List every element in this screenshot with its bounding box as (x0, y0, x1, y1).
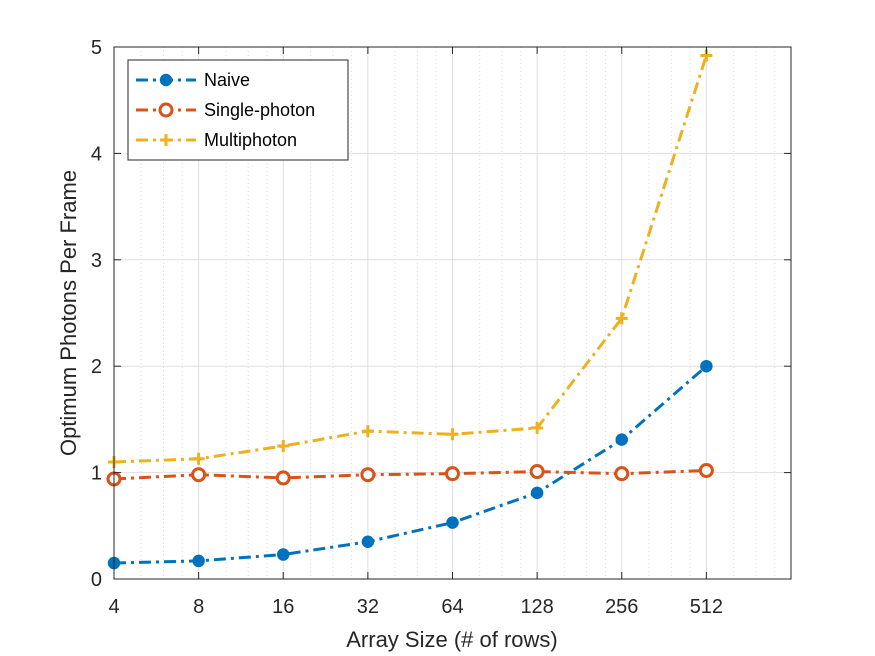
x-tick-label: 512 (690, 596, 723, 618)
multiphoton-point (277, 440, 290, 452)
legend-label: Naive (204, 70, 250, 90)
single-photon-point (614, 466, 630, 482)
single-photon-point (445, 466, 460, 482)
legend-label: Multiphoton (204, 130, 297, 150)
y-tick-label: 2 (91, 356, 102, 378)
x-tick-label: 8 (193, 596, 204, 618)
multiphoton-point (446, 428, 459, 441)
single-photon-point (529, 464, 545, 480)
legend-entry-multiphoton: Multiphoton (136, 130, 297, 150)
grid-lines (114, 47, 791, 579)
multiphoton-point (531, 421, 544, 434)
legend-marker (158, 102, 174, 118)
naive-point (361, 535, 375, 549)
axis-ticks: 4 8 16 32 64 128 256 512 0 1 2 3 4 5 (91, 37, 791, 618)
y-tick-label: 3 (91, 250, 102, 272)
x-tick-label: 256 (605, 596, 638, 618)
legend-marker (159, 73, 173, 87)
x-tick-label: 64 (441, 596, 463, 618)
legend-entry-single-photon: Single-photon (136, 100, 315, 120)
series-naive (107, 359, 713, 570)
naive-point (446, 516, 459, 529)
legend-marker (160, 134, 172, 146)
y-tick-label: 0 (91, 569, 102, 591)
y-tick-label: 4 (91, 143, 102, 165)
x-tick-label: 128 (520, 596, 553, 618)
single-photon-point (698, 462, 714, 478)
x-tick-label: 32 (357, 596, 379, 618)
multiphoton-point (361, 425, 374, 438)
single-photon-point (191, 467, 207, 483)
legend-entry-naive: Naive (136, 70, 250, 90)
naive-point (615, 433, 628, 446)
single-photon-line (113, 468, 707, 481)
naive-point (530, 486, 544, 500)
x-axis-title: Array Size (# of rows) (346, 627, 558, 652)
x-tick-label: 4 (108, 596, 119, 618)
naive-point (277, 548, 290, 561)
y-tick-label: 1 (91, 463, 102, 485)
y-axis-title: Optimum Photons Per Frame (56, 170, 81, 456)
naive-point (192, 554, 205, 568)
legend: Naive Single-photon Multiphoton (127, 59, 349, 161)
single-photon-point (275, 470, 291, 486)
multiphoton-point (192, 452, 205, 465)
naive-point (700, 359, 713, 373)
x-tick-label: 16 (272, 596, 294, 618)
multiphoton-point (615, 312, 628, 325)
y-tick-label: 5 (91, 37, 102, 59)
single-photon-point (360, 467, 376, 483)
legend-label: Single-photon (204, 100, 315, 120)
